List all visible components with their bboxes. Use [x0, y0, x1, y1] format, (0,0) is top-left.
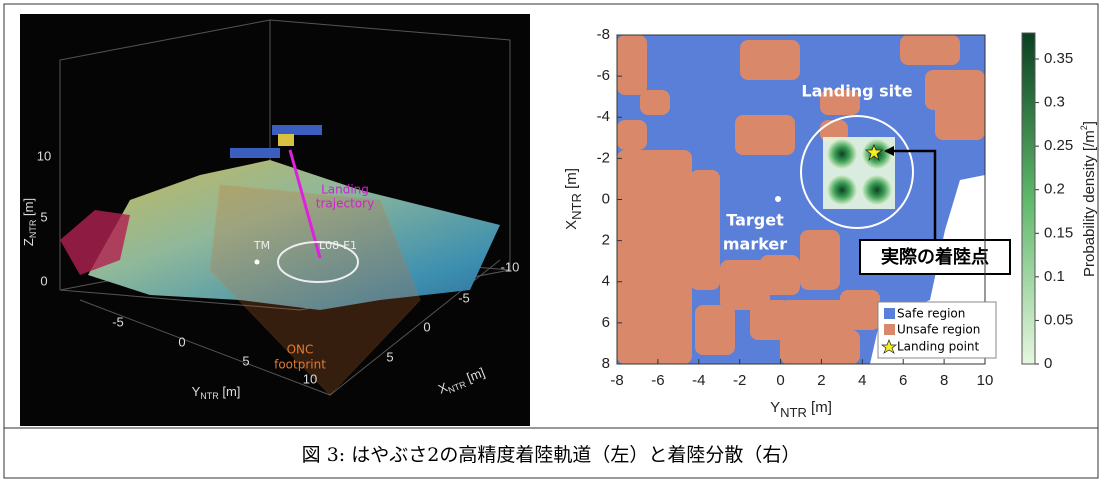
legend-entry: Safe region [897, 307, 965, 321]
z-tick-label: 0 [40, 273, 47, 288]
footprint-label: ONC [287, 343, 314, 357]
legend: Safe region Unsafe region Landing point [878, 302, 996, 358]
y-tick-label: 6 [602, 314, 610, 331]
target-label: Target [726, 211, 784, 230]
footprint-label: footprint [274, 358, 326, 372]
colorbar-tick-label: 0.2 [1044, 181, 1065, 198]
y-tick-label: 8 [602, 355, 610, 372]
z-tick-label: 10 [37, 148, 51, 163]
dispersion-peak [827, 175, 857, 205]
unsafe-patch [840, 290, 880, 330]
x-tick-label: 4 [858, 372, 866, 389]
x-tick-label: -2 [733, 372, 746, 389]
tm-label: TM [253, 239, 270, 252]
target-marker [775, 196, 781, 202]
unsafe-patch [935, 100, 985, 140]
colorbar-tick-label: 0.05 [1044, 311, 1073, 328]
y-tick-label: -8 [597, 26, 610, 43]
x-tick-label: 2 [817, 372, 825, 389]
z-tick-label: 5 [40, 209, 47, 224]
colorbar-tick-label: 0 [1044, 355, 1052, 372]
unsafe-patch [735, 115, 795, 155]
target-label: marker [723, 235, 787, 254]
unsafe-patch [617, 35, 647, 95]
unsafe-patch [830, 330, 860, 364]
unsafe-patch [760, 255, 800, 295]
unsafe-patch [740, 40, 800, 80]
x-tick-label: -6 [651, 372, 664, 389]
trajectory-label: Landing [321, 183, 369, 197]
right-figure: Landing site Target marker 実際の着陸点 -8 -6 -4… [563, 26, 1098, 420]
unsafe-patch [900, 35, 960, 65]
y-tick-label: 0 [178, 334, 185, 349]
tm-marker [255, 260, 260, 265]
y-axis-label: XNTR [m] [563, 168, 584, 230]
x-tick-label: -5 [458, 290, 470, 305]
y-tick-label: -2 [597, 149, 610, 166]
legend-entry: Unsafe region [897, 323, 980, 337]
colorbar-tick-label: 0.35 [1044, 50, 1073, 67]
colorbar [1022, 33, 1035, 364]
x-axis-label: YNTR [m] [770, 399, 832, 420]
site-label: L08-E1 [319, 239, 357, 252]
x-tick-label: -4 [692, 372, 705, 389]
figure: ZNTR [m] YNTR [m] XNTR [m] Landing traje… [0, 0, 1102, 482]
y-tick-label: 2 [602, 232, 610, 249]
colorbar-label: Probability density [/m2] [1079, 121, 1098, 277]
x-tick-label: -10 [501, 259, 520, 274]
unsafe-patch [800, 230, 840, 290]
dispersion-peak [827, 139, 857, 169]
unsafe-patch [640, 90, 670, 115]
unsafe-patch [617, 120, 647, 150]
left-figure: ZNTR [m] YNTR [m] XNTR [m] Landing traje… [20, 14, 530, 426]
colorbar-tick-label: 0.3 [1044, 94, 1065, 111]
y-tick-label: -5 [112, 314, 124, 329]
unsafe-patch [695, 305, 735, 355]
x-tick-label: 0 [776, 372, 784, 389]
colorbar-tick-label: 0.25 [1044, 137, 1073, 154]
colorbar-tick-label: 0.1 [1044, 268, 1065, 285]
x-tick-label: 5 [386, 349, 393, 364]
y-tick-label: -4 [597, 108, 610, 125]
y-tick-label: 0 [602, 190, 610, 207]
x-tick-label: 6 [899, 372, 907, 389]
x-tick-label: 10 [977, 372, 994, 389]
callout-text: 実際の着陸点 [881, 246, 989, 268]
colorbar-tick-label: 0.15 [1044, 224, 1073, 241]
dispersion-peak [862, 175, 892, 205]
landing-site-label: Landing site [801, 82, 912, 101]
x-tick-label: -8 [610, 372, 623, 389]
trajectory-label: trajectory [316, 197, 374, 211]
unsafe-patch [690, 170, 720, 290]
y-tick-label: 4 [602, 273, 610, 290]
y-tick-label: 5 [242, 353, 249, 368]
caption: 図 3: はやぶさ2の高精度着陸軌道（左）と着陸分散（右） [302, 444, 801, 466]
legend-entry: Landing point [897, 340, 980, 354]
y-tick-label: 10 [303, 371, 317, 386]
y-tick-label: -6 [597, 67, 610, 84]
x-tick-label: 8 [940, 372, 948, 389]
x-tick-label: 0 [423, 319, 430, 334]
unsafe-patch [617, 150, 692, 364]
